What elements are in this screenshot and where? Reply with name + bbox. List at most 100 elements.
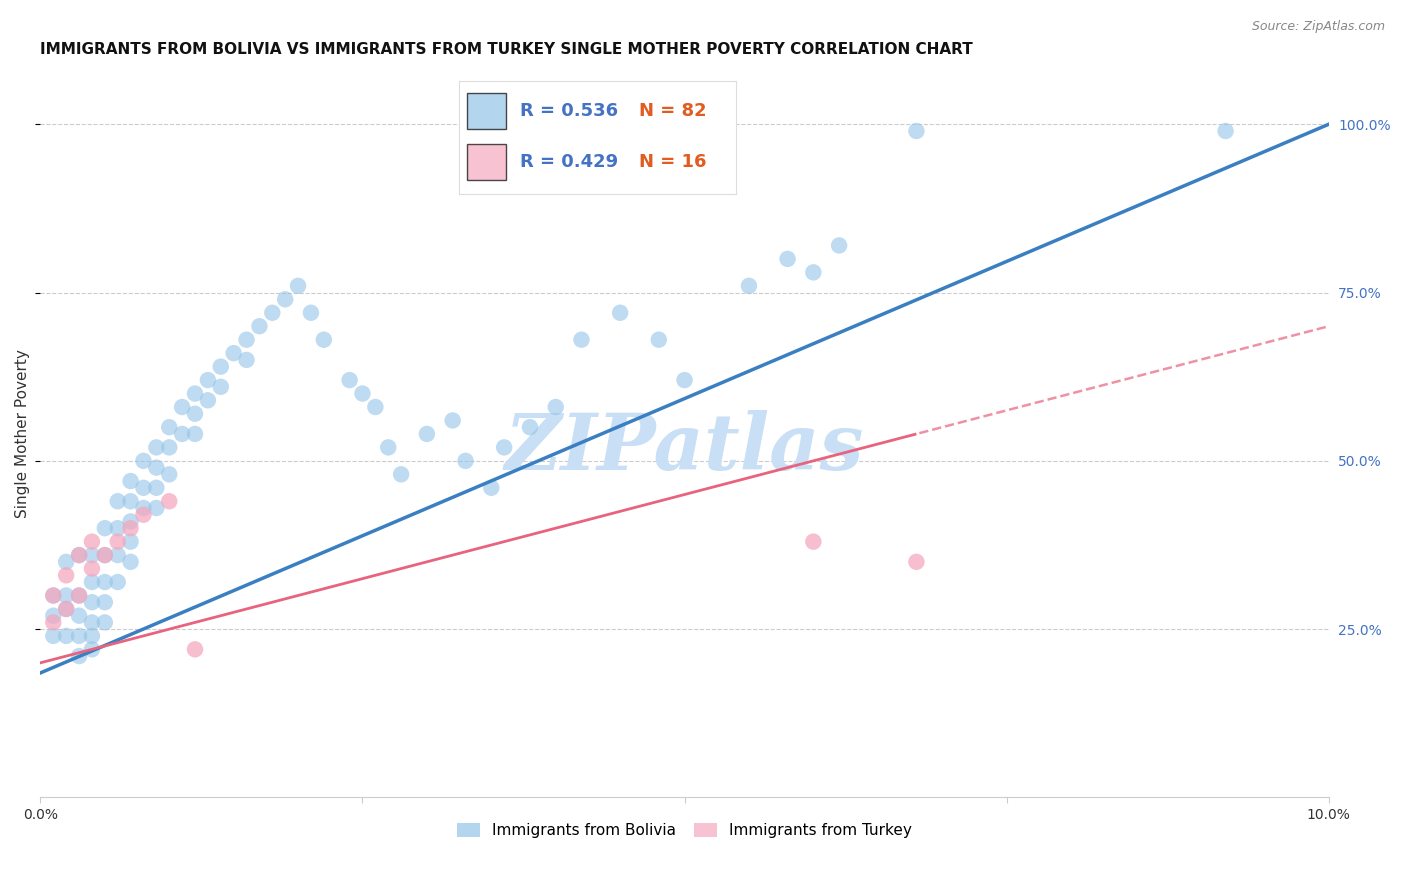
- Point: [132, 508, 155, 522]
- Point: [107, 521, 129, 535]
- Point: [107, 548, 129, 562]
- Point: [145, 441, 167, 455]
- Point: [80, 561, 103, 575]
- Point: [94, 548, 117, 562]
- Point: [544, 400, 567, 414]
- Point: [80, 629, 103, 643]
- Point: [94, 575, 117, 590]
- Point: [389, 467, 412, 482]
- Point: [801, 534, 824, 549]
- Point: [120, 534, 142, 549]
- Point: [274, 293, 297, 307]
- Point: [609, 306, 631, 320]
- Point: [55, 555, 77, 569]
- Point: [107, 575, 129, 590]
- Point: [209, 380, 232, 394]
- Point: [235, 352, 257, 367]
- Point: [42, 615, 65, 630]
- Point: [312, 333, 335, 347]
- Point: [299, 306, 322, 320]
- Point: [441, 413, 464, 427]
- Point: [364, 400, 387, 414]
- Point: [67, 649, 90, 664]
- Point: [905, 555, 928, 569]
- Point: [80, 615, 103, 630]
- Legend: Immigrants from Bolivia, Immigrants from Turkey: Immigrants from Bolivia, Immigrants from…: [451, 817, 918, 845]
- Point: [377, 441, 399, 455]
- Point: [42, 608, 65, 623]
- Point: [172, 426, 194, 441]
- Point: [287, 278, 309, 293]
- Point: [132, 454, 155, 468]
- Point: [157, 467, 180, 482]
- Point: [738, 278, 761, 293]
- Point: [94, 595, 117, 609]
- Point: [184, 407, 207, 421]
- Point: [673, 373, 696, 387]
- Point: [55, 629, 77, 643]
- Point: [132, 500, 155, 515]
- Point: [67, 548, 90, 562]
- Point: [55, 602, 77, 616]
- Point: [132, 481, 155, 495]
- Point: [120, 515, 142, 529]
- Point: [352, 386, 374, 401]
- Point: [828, 238, 851, 252]
- Point: [107, 494, 129, 508]
- Point: [157, 441, 180, 455]
- Point: [157, 420, 180, 434]
- Point: [184, 426, 207, 441]
- Point: [454, 454, 477, 468]
- Point: [42, 629, 65, 643]
- Point: [67, 589, 90, 603]
- Point: [648, 333, 671, 347]
- Point: [55, 602, 77, 616]
- Point: [172, 400, 194, 414]
- Point: [905, 124, 928, 138]
- Point: [120, 494, 142, 508]
- Point: [55, 568, 77, 582]
- Point: [145, 500, 167, 515]
- Point: [801, 265, 824, 279]
- Point: [42, 589, 65, 603]
- Point: [80, 642, 103, 657]
- Point: [94, 521, 117, 535]
- Point: [571, 333, 593, 347]
- Point: [120, 555, 142, 569]
- Point: [494, 441, 516, 455]
- Point: [120, 521, 142, 535]
- Text: ZIPatlas: ZIPatlas: [505, 410, 865, 487]
- Point: [222, 346, 245, 360]
- Point: [1215, 124, 1237, 138]
- Point: [235, 333, 257, 347]
- Point: [145, 460, 167, 475]
- Point: [157, 494, 180, 508]
- Point: [479, 481, 502, 495]
- Point: [197, 393, 219, 408]
- Point: [249, 319, 271, 334]
- Point: [184, 386, 207, 401]
- Point: [184, 642, 207, 657]
- Point: [776, 252, 799, 266]
- Point: [94, 548, 117, 562]
- Point: [80, 575, 103, 590]
- Text: IMMIGRANTS FROM BOLIVIA VS IMMIGRANTS FROM TURKEY SINGLE MOTHER POVERTY CORRELAT: IMMIGRANTS FROM BOLIVIA VS IMMIGRANTS FR…: [41, 42, 973, 57]
- Point: [67, 548, 90, 562]
- Point: [80, 595, 103, 609]
- Point: [67, 589, 90, 603]
- Point: [120, 474, 142, 488]
- Text: Source: ZipAtlas.com: Source: ZipAtlas.com: [1251, 20, 1385, 33]
- Point: [94, 615, 117, 630]
- Point: [416, 426, 439, 441]
- Point: [42, 589, 65, 603]
- Point: [262, 306, 284, 320]
- Point: [107, 534, 129, 549]
- Point: [55, 589, 77, 603]
- Point: [209, 359, 232, 374]
- Point: [80, 548, 103, 562]
- Point: [67, 629, 90, 643]
- Point: [197, 373, 219, 387]
- Point: [339, 373, 361, 387]
- Point: [67, 608, 90, 623]
- Point: [145, 481, 167, 495]
